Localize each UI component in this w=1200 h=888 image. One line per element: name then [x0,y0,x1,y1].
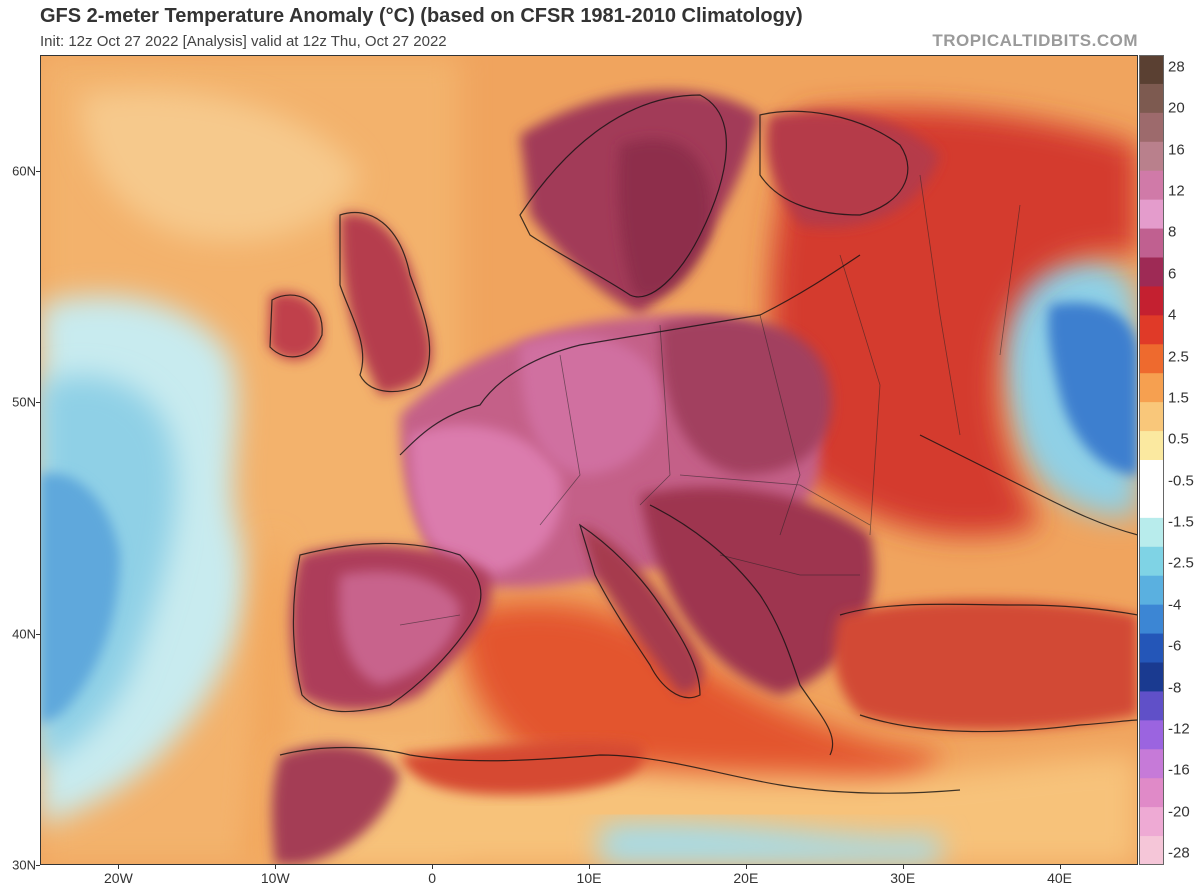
colorbar-swatch [1139,431,1164,461]
longitude-tick [902,865,904,869]
colorbar-swatch [1139,460,1164,490]
longitude-label: 30E [890,870,916,886]
latitude-tick [36,402,40,404]
longitude-label: 10W [260,870,290,886]
colorbar-label: -8 [1168,679,1182,697]
longitude-label: 10E [576,870,602,886]
colorbar-label: -0.5 [1168,472,1194,490]
colorbar-swatch [1139,488,1164,519]
colorbar-swatch [1139,720,1164,750]
colorbar-swatch [1139,604,1164,635]
colorbar-label: 8 [1168,223,1177,241]
colorbar-label: -6 [1168,637,1182,655]
colorbar-swatch [1139,315,1164,345]
colorbar-swatch [1139,517,1164,548]
map-frame [40,55,1138,865]
colorbar-swatch [1139,662,1164,692]
colorbar-swatch [1139,691,1164,721]
latitude-label: 30N [12,857,36,873]
colorbar-border [1139,55,1164,865]
brand-watermark: TROPICALTIDBITS.COM [932,31,1138,50]
colorbar-label: 6 [1168,265,1177,283]
longitude-label: 20W [104,870,133,886]
colorbar-label: 16 [1168,141,1185,159]
colorbar-label: -2.5 [1168,554,1194,572]
country-borders [399,174,1021,626]
colorbar-swatch [1139,228,1164,258]
colorbar-swatch [1139,546,1164,577]
colorbar [1139,55,1164,865]
longitude-tick [1059,865,1061,869]
colorbar-label: -12 [1168,720,1190,738]
colorbar-swatch [1139,373,1164,403]
longitude-label: 20E [733,870,759,886]
latitude-tick [36,865,40,866]
colorbar-swatch [1139,257,1164,287]
latitude-label: 40N [12,626,36,642]
run-info: Init: 12z Oct 27 2022 [Analysis] valid a… [40,33,447,50]
land-anomaly-field [268,90,1138,865]
colorbar-swatch [1139,286,1164,316]
colorbar-label: 20 [1168,99,1185,117]
colorbar-swatch [1139,141,1164,172]
longitude-tick [589,865,590,869]
colorbar-swatch [1139,402,1164,432]
colorbar-swatch [1139,778,1164,808]
longitude-tick [275,865,277,869]
colorbar-swatch [1139,112,1164,143]
colorbar-label: -28 [1168,844,1190,862]
colorbar-swatch [1139,344,1164,374]
anomaly-map [40,55,1138,865]
colorbar-label: -16 [1168,761,1190,779]
latitude-label: 50N [12,394,36,410]
colorbar-swatch [1139,575,1164,606]
colorbar-swatch [1139,199,1164,230]
longitude-tick [745,865,747,869]
colorbar-swatch [1139,55,1164,85]
latitude-tick [36,170,40,172]
coastlines [269,94,1138,794]
colorbar-swatch [1139,807,1164,837]
longitude-tick [118,865,120,869]
colorbar-swatch [1139,633,1164,663]
colorbar-swatch [1139,836,1164,865]
colorbar-swatch [1139,749,1164,779]
colorbar-label: 12 [1168,182,1185,200]
longitude-tick [432,865,434,869]
colorbar-label: -4 [1168,596,1182,614]
colorbar-label: 28 [1168,58,1185,76]
colorbar-label: 2.5 [1168,348,1189,366]
colorbar-label: -1.5 [1168,513,1194,531]
latitude-tick [36,633,40,635]
colorbar-swatch [1139,170,1164,201]
colorbar-label: 0.5 [1168,430,1189,448]
colorbar-label: 4 [1168,306,1177,324]
longitude-label: 0 [428,870,437,886]
colorbar-label: -20 [1168,803,1190,821]
latitude-label: 60N [12,163,36,179]
colorbar-swatch [1139,83,1164,114]
longitude-label: 40E [1047,870,1073,886]
page-title: GFS 2-meter Temperature Anomaly (°C) (ba… [40,5,803,27]
colorbar-label: 1.5 [1168,389,1189,407]
